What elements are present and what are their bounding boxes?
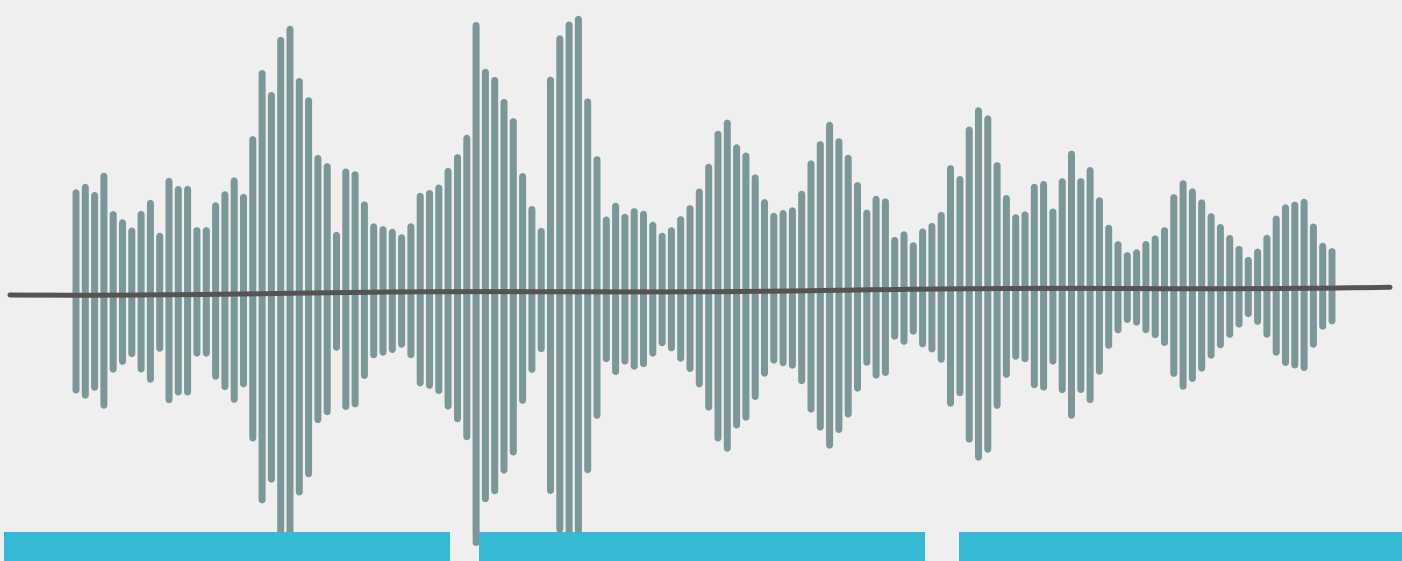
- audio-segment-1[interactable]: [4, 532, 450, 561]
- waveform-baseline: [7, 284, 1393, 298]
- audio-segment-3[interactable]: [959, 532, 1402, 561]
- waveform-bars: [72, 15, 1336, 551]
- audio-segment-2[interactable]: [479, 532, 925, 561]
